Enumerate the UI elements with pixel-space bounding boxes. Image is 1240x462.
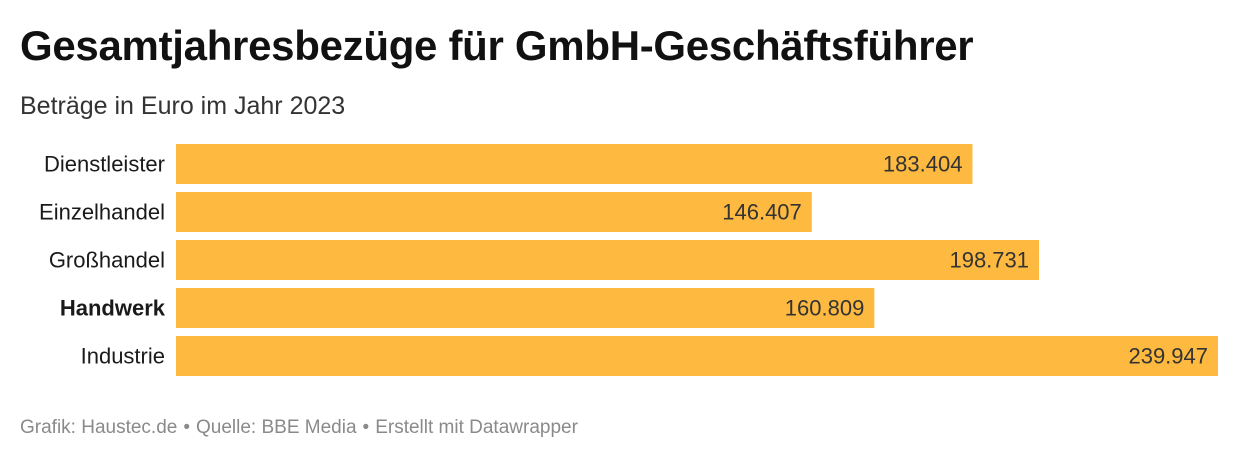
- footer-credit: Grafik: Haustec.de: [20, 417, 178, 438]
- value-label: 239.947: [1128, 344, 1208, 369]
- category-label: Großhandel: [49, 248, 165, 273]
- footer-separator: •: [362, 417, 370, 438]
- category-label: Einzelhandel: [39, 200, 165, 225]
- chart-footer: Grafik: Haustec.de • Quelle: BBE Media • Ers…: [20, 417, 578, 439]
- category-label: Industrie: [81, 344, 165, 369]
- value-label: 198.731: [949, 248, 1029, 273]
- value-label: 146.407: [722, 200, 802, 225]
- bar-chart: Dienstleister 183.404 Einzelhandel 146.407 G…: [39, 144, 1218, 376]
- chart-subtitle: Beträge in Euro im Jahr 2023: [20, 92, 346, 120]
- bar: [176, 144, 973, 184]
- bar: [176, 336, 1218, 376]
- footer-tool: Erstellt mit Datawrapper: [375, 417, 578, 438]
- value-label: 160.809: [785, 296, 865, 321]
- value-label: 183.404: [883, 152, 963, 177]
- footer-source: Quelle: BBE Media: [196, 417, 357, 438]
- bar: [176, 192, 812, 232]
- category-label: Dienstleister: [44, 152, 165, 177]
- bar: [176, 288, 875, 328]
- chart-title: Gesamtjahresbezüge für GmbH-Geschäftsfüh…: [20, 22, 974, 69]
- bar: [176, 240, 1040, 280]
- category-label: Handwerk: [60, 296, 166, 321]
- footer-separator: •: [183, 417, 190, 438]
